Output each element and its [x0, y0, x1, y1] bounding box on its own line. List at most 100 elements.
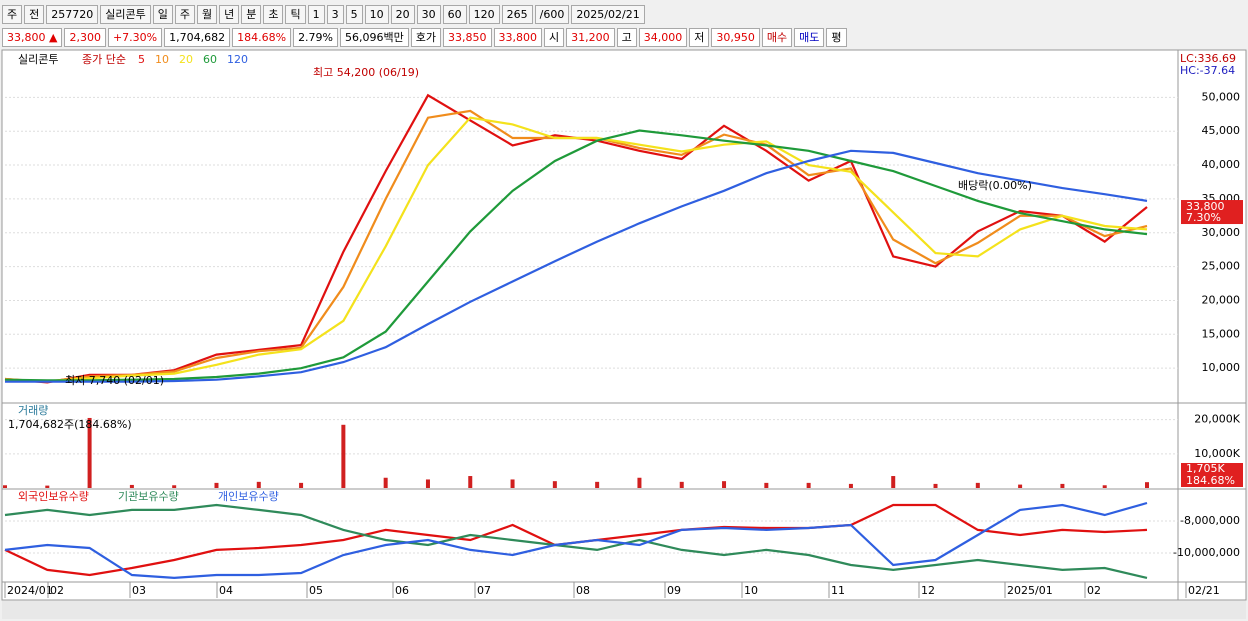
- current-price-box: [1181, 200, 1243, 225]
- toolbar-item[interactable]: 월: [196, 4, 218, 24]
- hc-label: HC:-37.64: [1180, 64, 1235, 77]
- line-series: [4, 116, 1148, 383]
- legend-label: 거래량: [18, 404, 48, 417]
- toolbar-item[interactable]: 주: [174, 4, 195, 24]
- info-bar: 33,800 ▲ 2,300 +7.30% 1,704,682 184.68% 2.79%…: [2, 27, 1246, 47]
- current-volume-change: 184.68%: [1186, 474, 1235, 487]
- legend-label: 종가 단순: [82, 53, 126, 66]
- legend-entry: 개인보유수량: [218, 490, 279, 503]
- toolbar-item[interactable]: 3: [326, 4, 344, 24]
- toolbar-item[interactable]: 257720: [46, 4, 99, 24]
- volume-bar: [87, 417, 92, 488]
- volume-bar: [975, 482, 980, 488]
- info-item: 33,800 ▲: [2, 27, 63, 47]
- volume-bar: [468, 476, 473, 488]
- info-item: 저: [689, 27, 710, 47]
- toolbar: 주 전 257720 실리콘투 일 주 월 년 분 초 틱 1 3 5 10 20 30 60 120 265/600…: [2, 4, 1246, 24]
- toolbar-item[interactable]: 30: [416, 4, 441, 24]
- y-tick-label: -8,000,000: [1180, 514, 1240, 527]
- toolbar-item[interactable]: 주: [2, 4, 23, 24]
- y-tick-label: 40,000: [1202, 158, 1241, 171]
- line-series: [4, 129, 1148, 382]
- toolbar-item[interactable]: 전: [24, 4, 45, 24]
- info-item: 34,000: [638, 27, 688, 47]
- x-tick-label: 2024/01: [7, 584, 53, 597]
- info-item: 1,704,682: [164, 27, 231, 47]
- legend-entry: 20: [179, 53, 193, 66]
- x-tick-label: 12: [921, 584, 935, 597]
- legend-name: 실리콘투: [18, 53, 58, 66]
- lc-label: LC:336.69: [1180, 52, 1236, 65]
- x-tick-label: 2025/01: [1007, 584, 1053, 597]
- toolbar-item[interactable]: 10: [364, 4, 389, 24]
- toolbar-item[interactable]: 초: [263, 4, 284, 24]
- info-item: 184.68%: [232, 27, 292, 47]
- legend-entry: 기관보유수량: [118, 490, 179, 503]
- toolbar-item[interactable]: 분: [241, 4, 262, 24]
- scrollbar[interactable]: [2, 601, 1246, 619]
- legend-entry: 120: [227, 53, 248, 66]
- toolbar-item[interactable]: 틱: [285, 4, 306, 24]
- volume-bar: [933, 483, 938, 488]
- chart-bg: [1, 49, 1247, 601]
- y-tick-label: 25,000: [1202, 260, 1241, 273]
- x-tick-label: 11: [831, 584, 845, 597]
- info-item: +7.30%: [107, 27, 163, 47]
- toolbar-item[interactable]: 120: [468, 4, 500, 24]
- toolbar-item[interactable]: 일: [152, 4, 173, 24]
- volume-bar: [1060, 483, 1065, 488]
- y-tick-label: 20,000K: [1194, 413, 1240, 426]
- y-tick-label: 20,000: [1202, 293, 1241, 306]
- info-item: 33,850: [443, 27, 492, 47]
- current-price: 33,800: [1186, 200, 1225, 213]
- y-tick-label: 45,000: [1202, 124, 1241, 137]
- toolbar-item[interactable]: 년: [219, 4, 240, 24]
- x-tick-label: 04: [219, 584, 233, 597]
- toolbar-item[interactable]: /600: [534, 4, 570, 24]
- x-tick-label: 10: [744, 584, 758, 597]
- legend-entry: 10: [155, 53, 169, 66]
- volume-bar: [383, 477, 388, 488]
- info-item: 고: [616, 27, 637, 47]
- volume-bar: [214, 482, 219, 488]
- y-tick-label: -10,000,000: [1173, 546, 1240, 559]
- toolbar-item[interactable]: 실리콘투: [100, 4, 151, 24]
- x-tick-label: 02: [50, 584, 64, 597]
- volume-bar: [806, 482, 811, 488]
- volume-bar: [595, 481, 600, 488]
- volume-bar: [299, 482, 304, 488]
- x-tick-label: 06: [395, 584, 409, 597]
- volume-bar: [425, 479, 430, 488]
- x-tick-label: 08: [576, 584, 590, 597]
- volume-bar: [1018, 484, 1023, 488]
- volume-bar: [129, 484, 134, 488]
- info-item: 31,200: [566, 27, 615, 47]
- volume-bar: [637, 477, 642, 488]
- toolbar-item[interactable]: 265: [501, 4, 533, 24]
- volume-bar: [510, 479, 515, 488]
- info-item: 2,300: [64, 27, 106, 47]
- toolbar-item[interactable]: 1: [307, 4, 325, 24]
- info-item: 30,950: [711, 27, 760, 47]
- y-tick-label: 30,000: [1202, 226, 1241, 239]
- y-tick-label: 10,000K: [1194, 447, 1240, 460]
- info-item: 56,096백만: [340, 27, 409, 47]
- y-tick-label: 10,000: [1202, 361, 1241, 374]
- legend-value: 1,704,682주(184.68%): [8, 418, 132, 431]
- annotation: 최저 7,740 (02/01): [65, 374, 164, 387]
- info-item: 33,800: [493, 27, 542, 47]
- annotation: 최고 54,200 (06/19): [313, 66, 419, 79]
- info-item: 매도: [794, 27, 825, 47]
- y-tick-label: 15,000: [1202, 327, 1241, 340]
- current-change: 7.30%: [1186, 211, 1221, 224]
- current-volume-box: [1181, 463, 1243, 487]
- toolbar-item[interactable]: 5: [345, 4, 363, 24]
- volume-bar: [848, 483, 853, 488]
- toolbar-item[interactable]: 60: [442, 4, 467, 24]
- toolbar-item[interactable]: 20: [390, 4, 415, 24]
- y-tick-label: 50,000: [1202, 90, 1241, 103]
- toolbar-item[interactable]: 2025/02/21: [571, 4, 645, 24]
- line-series: [4, 503, 1148, 579]
